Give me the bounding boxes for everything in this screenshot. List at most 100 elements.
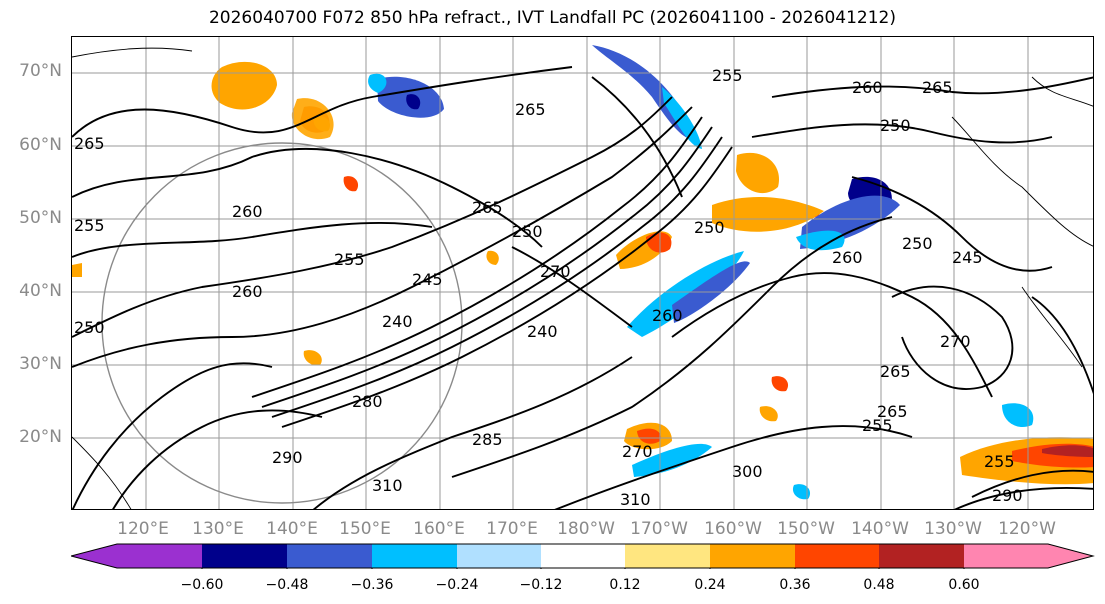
contour-label: 270 (622, 442, 653, 461)
contour-label: 265 (515, 100, 546, 119)
lon-label-130w: 130°W (924, 519, 982, 539)
lon-label-140e: 140°E (266, 519, 318, 539)
contour-label: 250 (512, 222, 543, 241)
patch-cyan-siberia (368, 73, 387, 93)
patch-cyan-subtrop (632, 443, 712, 477)
contour-label: 245 (952, 248, 983, 267)
contour-label: 270 (940, 332, 971, 351)
colorbar-bin (541, 544, 625, 568)
patch-cyan-east (1002, 403, 1034, 427)
colorbar-bin (457, 544, 541, 568)
colorbar-bin (287, 544, 372, 568)
patch-orange-alaska (736, 152, 779, 194)
patch-orange-small-1 (313, 116, 331, 132)
patch-orange-kamchatka (211, 61, 277, 110)
contour-label: 265 (74, 134, 105, 153)
colorbar-tick: 0.12 (609, 577, 641, 593)
patch-navy-siberia (406, 94, 421, 110)
lon-label-120w: 120°W (998, 519, 1056, 539)
lon-label-150e: 150°E (339, 519, 391, 539)
contour-label: 300 (732, 462, 763, 481)
map-title: 2026040700 F072 850 hPa refract., IVT La… (208, 8, 896, 28)
patch-red-small-1 (343, 176, 359, 192)
colorbar-extend-high (1048, 544, 1093, 568)
patch-orange-gulf (712, 197, 824, 232)
contour-label: 265 (880, 362, 911, 381)
contour-label: 260 (832, 248, 863, 267)
patch-orange-west (72, 263, 82, 277)
lon-label-180w: 180°W (557, 519, 615, 539)
contour-label: 250 (902, 234, 933, 253)
colorbar-bin (964, 544, 1048, 568)
map-canvas: 265 265 260 255 250 260 255 265 250 245 … (72, 37, 1093, 509)
lon-label-170w: 170°W (630, 519, 688, 539)
lon-label-130e: 130°E (192, 519, 244, 539)
colorbar-tick: 0.60 (948, 577, 980, 593)
colorbar-tick: −0.60 (180, 577, 224, 593)
contour-label: 240 (527, 322, 558, 341)
colorbar-tick: −0.12 (519, 577, 563, 593)
colorbar-bin (795, 544, 879, 568)
colorbar-tick: −0.48 (265, 577, 309, 593)
contour-label: 240 (382, 312, 413, 331)
contour-label: 265 (472, 198, 503, 217)
colorbar-bin (710, 544, 795, 568)
contour-label: 255 (712, 66, 743, 85)
contour-label: 250 (694, 218, 725, 237)
lon-label-120e: 120°E (117, 519, 169, 539)
patch-red-subtrop (637, 428, 661, 444)
colorbar (71, 543, 1095, 569)
contour-label: 290 (272, 448, 303, 467)
colorbar-bin (117, 544, 202, 568)
lon-label-140w: 140°W (851, 519, 909, 539)
patch-red-small-2 (771, 376, 789, 392)
patch-cyan-central (627, 251, 744, 337)
colorbar-extend-low (71, 544, 117, 568)
contour-label: 255 (334, 250, 365, 269)
contour-label: 270 (540, 262, 571, 281)
shaded-anomaly-patches (72, 45, 1093, 500)
contour-lines (72, 66, 1093, 509)
patch-cyan-small-1 (792, 484, 811, 500)
contour-label: 280 (352, 392, 383, 411)
contour-label: 265 (877, 402, 908, 421)
colorbar-tick: 0.36 (779, 577, 811, 593)
coastlines (72, 47, 1093, 509)
colorbar-bin (879, 544, 964, 568)
colorbar-tick: −0.36 (350, 577, 394, 593)
colorbar-tick: 0.48 (863, 577, 895, 593)
contour-label: 260 (232, 282, 263, 301)
lon-label-160e: 160°E (413, 519, 465, 539)
contour-label: 310 (620, 490, 651, 509)
contour-label: 255 (74, 216, 105, 235)
lon-label-150w: 150°W (777, 519, 835, 539)
colorbar-bin (202, 544, 287, 568)
colorbar-tick: −0.24 (435, 577, 479, 593)
patch-cyan-gulf (796, 230, 845, 251)
colorbar-bin (625, 544, 710, 568)
contour-label: 285 (472, 430, 503, 449)
patch-orange-small-2 (759, 406, 778, 422)
lat-label-20n: 20°N (19, 427, 62, 447)
colorbar-tick: 0.24 (694, 577, 726, 593)
patch-orange-small-3 (303, 350, 322, 366)
contour-label: 290 (992, 486, 1023, 505)
contour-label: 255 (984, 452, 1015, 471)
contour-label: 250 (880, 116, 911, 135)
contour-label: 265 (922, 78, 953, 97)
lon-label-160w: 160°W (704, 519, 762, 539)
lat-label-70n: 70°N (19, 61, 62, 81)
contour-label: 260 (852, 78, 883, 97)
map-panel: 265 265 260 255 250 260 255 265 250 245 … (71, 36, 1094, 510)
map-gridlines (72, 37, 1093, 509)
contour-label: 250 (74, 318, 105, 337)
patch-blue-bering-stream (592, 45, 697, 139)
contour-label: 245 (412, 270, 443, 289)
lon-label-170e: 170°E (486, 519, 538, 539)
lat-label-30n: 30°N (19, 354, 62, 374)
contour-label: 260 (232, 202, 263, 221)
contour-value-labels: 265 265 260 255 250 260 255 265 250 245 … (74, 66, 1023, 509)
contour-label: 255 (862, 416, 893, 435)
lat-label-40n: 40°N (19, 281, 62, 301)
contour-label: 260 (652, 306, 683, 325)
